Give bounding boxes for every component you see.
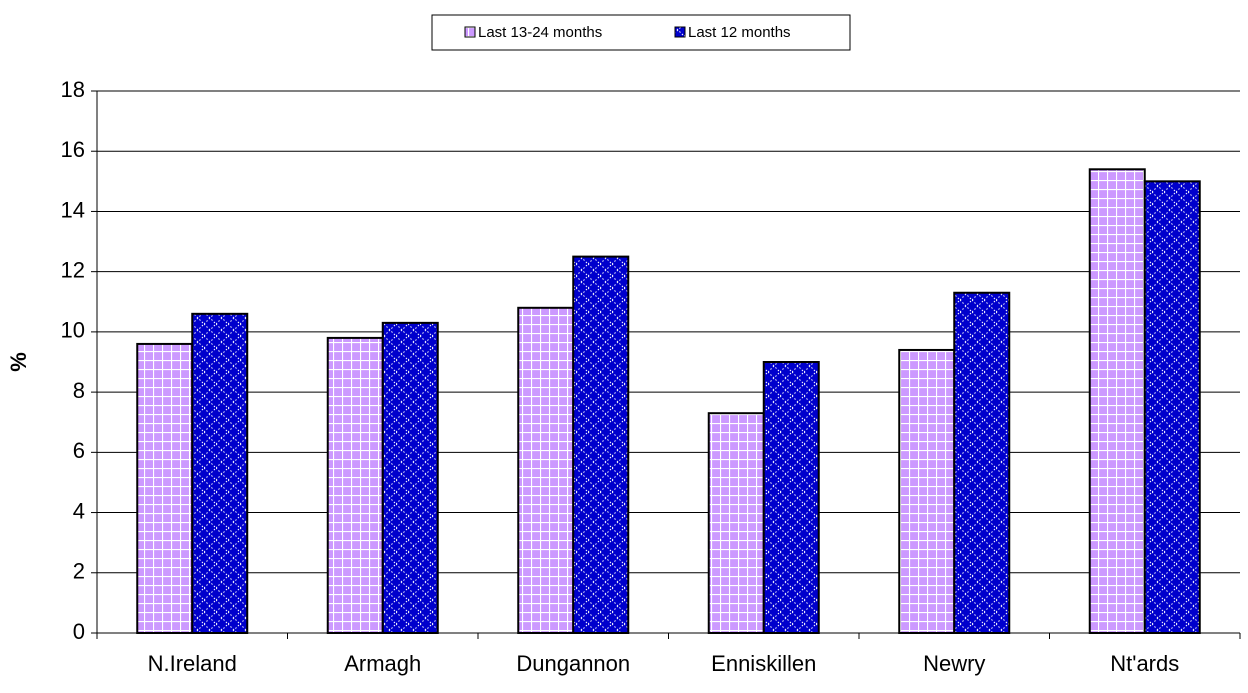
legend: Last 13-24 months Last 12 months <box>431 14 851 51</box>
y-tick-label: 18 <box>61 77 85 102</box>
legend-label: Last 13-24 months <box>478 24 602 41</box>
y-tick-label: 8 <box>73 378 85 403</box>
y-tick-label: 4 <box>73 498 85 523</box>
bar <box>707 412 765 635</box>
bar <box>898 348 956 634</box>
bar <box>953 291 1011 634</box>
x-tick-label: Enniskillen <box>711 651 816 676</box>
x-tick-label: Newry <box>923 651 985 676</box>
x-tick-label: Armagh <box>344 651 421 676</box>
x-tick-label: Dungannon <box>516 651 630 676</box>
y-tick-label: 6 <box>73 438 85 463</box>
y-tick-label: 0 <box>73 619 85 644</box>
y-tick-label: 12 <box>61 257 85 282</box>
bar <box>381 321 439 634</box>
y-tick-label: 10 <box>61 318 85 343</box>
legend-box <box>431 14 851 51</box>
y-tick-label: 2 <box>73 559 85 584</box>
bar <box>1143 180 1201 634</box>
x-tick-label: Nt'ards <box>1110 651 1179 676</box>
bar <box>517 306 575 634</box>
bar <box>136 342 194 634</box>
y-tick-label: 16 <box>61 137 85 162</box>
legend-swatch <box>464 26 476 38</box>
y-tick-label: 14 <box>61 197 85 222</box>
bar <box>572 255 630 634</box>
y-axis-label: % <box>6 352 31 372</box>
bar <box>1088 168 1146 635</box>
legend-swatch <box>674 26 686 38</box>
bar <box>191 312 249 634</box>
legend-label: Last 12 months <box>688 24 791 41</box>
bar <box>326 336 384 634</box>
x-tick-label: N.Ireland <box>148 651 237 676</box>
bar <box>762 361 820 634</box>
